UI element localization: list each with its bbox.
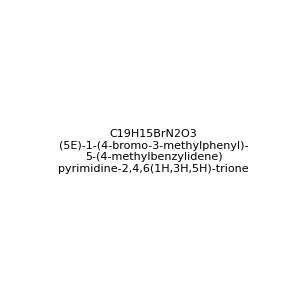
Text: C19H15BrN2O3
(5E)-1-(4-bromo-3-methylphenyl)-
5-(4-methylbenzylidene)
pyrimidine: C19H15BrN2O3 (5E)-1-(4-bromo-3-methylphe… (58, 129, 249, 174)
